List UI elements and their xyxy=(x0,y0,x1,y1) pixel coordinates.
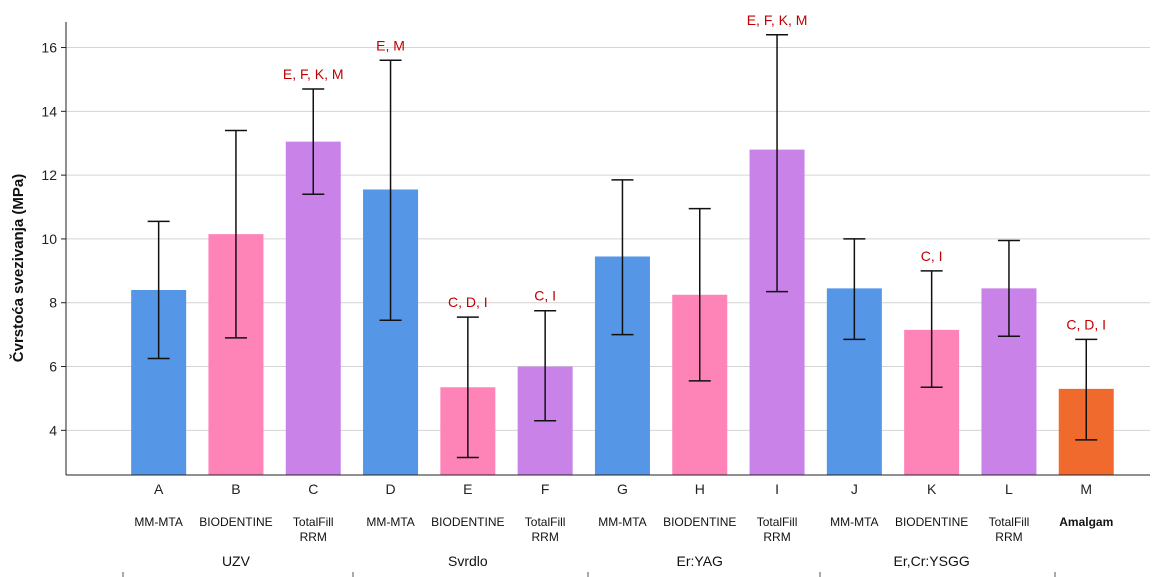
significance-label-D: E, M xyxy=(376,37,405,53)
x-tick-label: H xyxy=(695,481,705,497)
y-tick-label: 14 xyxy=(41,103,57,119)
material-label: RRM xyxy=(300,530,327,544)
error-bars xyxy=(147,34,1098,459)
material-label: MM-MTA xyxy=(598,515,646,529)
significance-labels: E, F, K, M E, M C, D, I C, I E, F, K, M C, I C… xyxy=(283,12,1106,333)
material-label: TotalFill xyxy=(293,515,334,529)
group-label: UZV xyxy=(222,553,251,569)
x-tick-label: M xyxy=(1080,481,1092,497)
y-axis-label: Čvrstoća svezivanja (MPa) xyxy=(9,174,27,362)
material-label: MM-MTA xyxy=(366,515,414,529)
material-label: TotalFill xyxy=(757,515,798,529)
material-label: RRM xyxy=(763,530,790,544)
material-label: BIODENTINE xyxy=(431,515,504,529)
significance-label-E: C, D, I xyxy=(448,294,488,310)
bar-C xyxy=(285,141,341,475)
group-label: Er,Cr:YSGG xyxy=(894,553,970,569)
x-tick-label: L xyxy=(1005,481,1013,497)
y-tick-label: 8 xyxy=(49,295,57,311)
x-axis-labels: AMM-MTABBIODENTINECTotalFillRRMDMM-MTAEB… xyxy=(122,481,1113,577)
x-tick-label: G xyxy=(617,481,628,497)
material-label: MM-MTA xyxy=(134,515,182,529)
material-label: Amalgam xyxy=(1059,515,1113,529)
significance-label-K: C, I xyxy=(921,248,943,264)
significance-label-F: C, I xyxy=(534,288,556,304)
group-label: Er:YAG xyxy=(677,553,723,569)
y-tick-label: 16 xyxy=(41,40,57,56)
y-tick-label: 10 xyxy=(41,231,57,247)
y-tick-label: 4 xyxy=(49,422,57,438)
axes: 4 6 8 10 12 14 16 xyxy=(41,22,1150,476)
x-tick-label: D xyxy=(385,481,395,497)
x-tick-label: A xyxy=(154,481,164,497)
x-tick-label: I xyxy=(775,481,779,497)
x-tick-label: E xyxy=(463,481,472,497)
x-tick-label: F xyxy=(541,481,550,497)
significance-label-M: C, D, I xyxy=(1066,316,1106,332)
material-label: RRM xyxy=(995,530,1022,544)
y-tick-label: 12 xyxy=(41,167,57,183)
material-label: TotalFill xyxy=(989,515,1030,529)
significance-label-I: E, F, K, M xyxy=(747,12,808,28)
x-tick-label: B xyxy=(231,481,240,497)
group-label: Svrdlo xyxy=(448,553,488,569)
y-tick-label: 6 xyxy=(49,359,57,375)
material-label: BIODENTINE xyxy=(663,515,736,529)
significance-label-C: E, F, K, M xyxy=(283,66,344,82)
material-label: BIODENTINE xyxy=(199,515,272,529)
material-label: TotalFill xyxy=(525,515,566,529)
x-tick-label: J xyxy=(851,481,858,497)
material-label: RRM xyxy=(531,530,558,544)
x-tick-label: C xyxy=(308,481,318,497)
material-label: MM-MTA xyxy=(830,515,878,529)
x-tick-label: K xyxy=(927,481,937,497)
material-label: BIODENTINE xyxy=(895,515,968,529)
